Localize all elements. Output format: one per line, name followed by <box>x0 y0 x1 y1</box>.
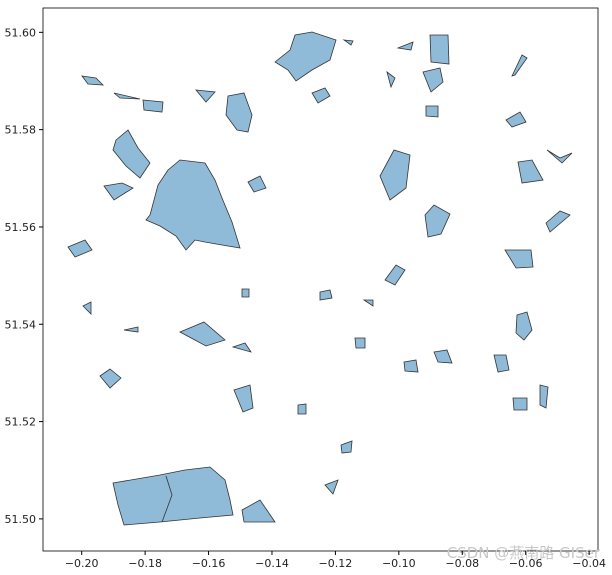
x-tick-label: −0.20 <box>65 557 99 570</box>
x-tick-label: −0.08 <box>445 557 479 570</box>
x-tick-label: −0.18 <box>128 557 162 570</box>
x-tick-label: −0.04 <box>572 557 606 570</box>
x-tick-label: −0.06 <box>509 557 543 570</box>
polygons <box>67 31 573 526</box>
x-tick-label: −0.10 <box>382 557 416 570</box>
watermark: CSDN @燕南路 GISer <box>447 544 601 562</box>
y-tick-label: 51.50 <box>5 513 37 526</box>
x-tick-label: −0.12 <box>319 557 353 570</box>
axes-frame <box>42 7 599 552</box>
y-tick-label: 51.56 <box>5 221 37 234</box>
y-tick-label: 51.54 <box>5 318 37 331</box>
y-tick-label: 51.58 <box>5 124 37 137</box>
y-tick-label: 51.60 <box>5 26 37 39</box>
x-tick-label: −0.14 <box>255 557 289 570</box>
x-tick-label: −0.16 <box>192 557 226 570</box>
y-tick-label: 51.52 <box>5 416 37 429</box>
